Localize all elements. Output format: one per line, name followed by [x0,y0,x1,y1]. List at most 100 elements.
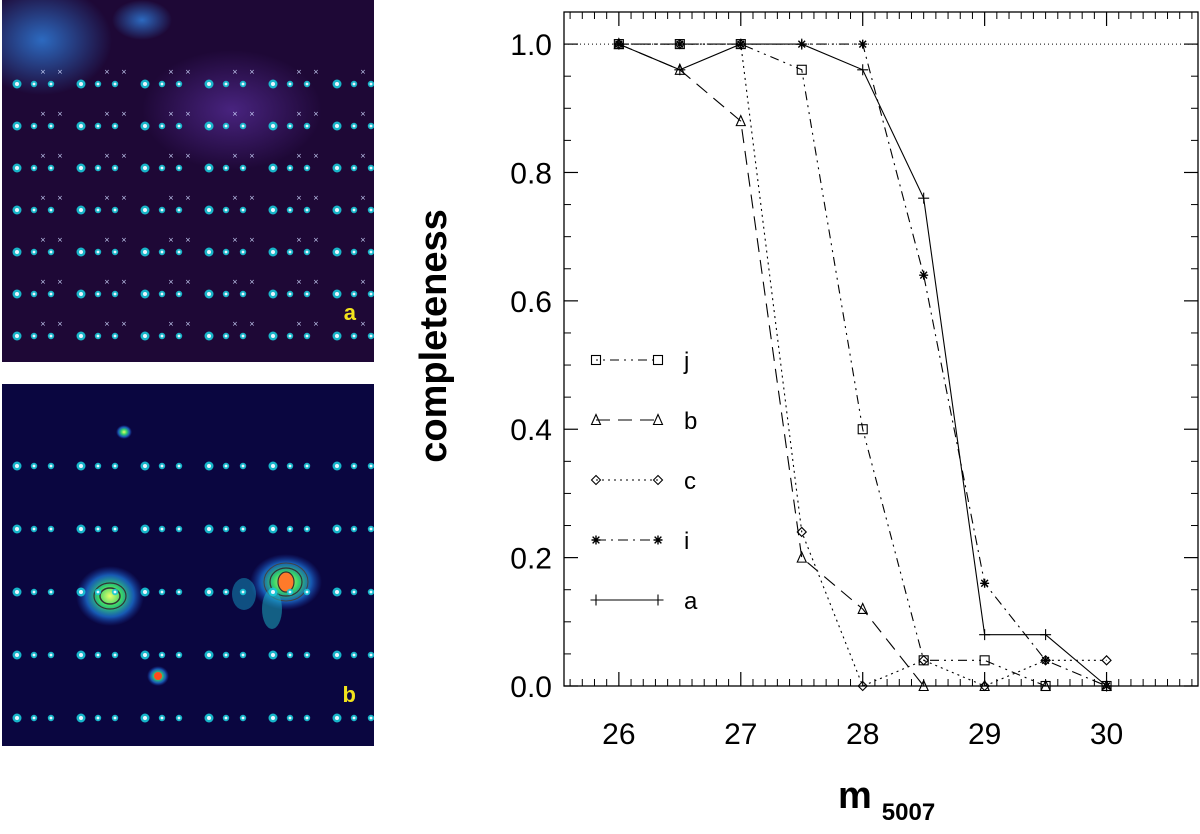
detection-mark: × [121,152,127,160]
injected-source [160,590,164,594]
injected-source [305,208,309,212]
injected-source [335,527,339,531]
detection-mark: × [360,152,366,160]
injected-source [143,653,147,657]
series-line-b [618,43,1107,687]
detection-mark: × [40,68,46,76]
data-point-j [979,655,990,666]
injected-source [271,334,275,338]
x-axis-title: m 5007 [838,775,935,826]
detection-mark: × [121,68,127,76]
injected-source [143,292,147,296]
detection-mark: × [313,278,319,286]
injected-source [207,124,211,128]
injected-source [207,208,211,212]
plot-frame [563,11,1199,687]
injected-source [352,334,356,338]
x-tick-label: 28 [846,718,879,751]
injected-source [207,82,211,86]
injected-source [224,464,228,468]
detection-mark: × [104,68,110,76]
detection-mark: × [104,278,110,286]
detection-mark: × [313,194,319,202]
injected-source [113,464,117,468]
injected-source [207,527,211,531]
injected-source [335,716,339,720]
data-point-b [735,114,747,127]
detection-mark: × [249,236,255,244]
injected-source [369,124,373,128]
injected-source [160,464,164,468]
detection-mark: × [232,278,238,286]
x-tick-label: 29 [968,718,1001,751]
data-point-j [857,424,868,435]
injected-source [177,653,181,657]
injected-source [96,653,100,657]
legend-label: b [684,408,697,435]
injected-source [224,166,228,170]
detection-mark: × [121,236,127,244]
injected-source [288,292,292,296]
injected-source [335,464,339,468]
injected-source [160,527,164,531]
injected-source [305,334,309,338]
detection-mark: × [185,110,191,118]
detection-mark: × [168,236,174,244]
detection-mark: × [185,194,191,202]
completeness-chart: 26 27 28 29 30 0.0 0.2 0.4 0.6 0.8 1.0 j b c i a m 5007… [413,11,1199,826]
detection-mark: × [57,110,63,118]
legend-item-b: b [590,408,697,435]
injected-source [32,716,36,720]
injected-source [32,250,36,254]
detection-mark: × [185,236,191,244]
injected-source [32,292,36,296]
injected-source [96,716,100,720]
panel-a-label: a [343,300,356,325]
detection-mark: × [249,152,255,160]
injected-source [49,716,53,720]
injected-source [113,653,117,657]
data-point-a [674,64,686,76]
injected-source [369,653,373,657]
detection-mark: × [360,278,366,286]
injected-source [49,250,53,254]
series-line-j [618,43,1107,687]
detection-mark: × [104,110,110,118]
contour [263,562,309,602]
injected-source [160,292,164,296]
injected-source [49,124,53,128]
injected-source [335,82,339,86]
injected-source [113,166,117,170]
injected-source [335,124,339,128]
detection-mark: × [360,194,366,202]
data-point-a [796,38,808,50]
injected-source [160,334,164,338]
injected-source [15,716,19,720]
injected-source [96,208,100,212]
detection-mark: × [249,278,255,286]
injected-source [96,527,100,531]
data-point-c [1101,655,1112,666]
detection-mark: × [104,236,110,244]
injected-source [271,716,275,720]
detection-mark: × [57,68,63,76]
injected-source [143,716,147,720]
injected-source [177,590,181,594]
injected-source [288,653,292,657]
injected-source [369,334,373,338]
injected-source [32,653,36,657]
legend-marker [590,354,602,366]
detection-mark: × [57,194,63,202]
detection-mark: × [296,152,302,160]
injected-source [113,124,117,128]
detection-mark: × [296,110,302,118]
legend-marker [590,474,602,486]
detection-mark: × [121,278,127,286]
injected-source [177,208,181,212]
detection-mark: × [57,278,63,286]
injected-source [288,208,292,212]
detection-mark: × [313,110,319,118]
injected-source [177,82,181,86]
injected-source [224,653,228,657]
series-a [613,38,1113,692]
